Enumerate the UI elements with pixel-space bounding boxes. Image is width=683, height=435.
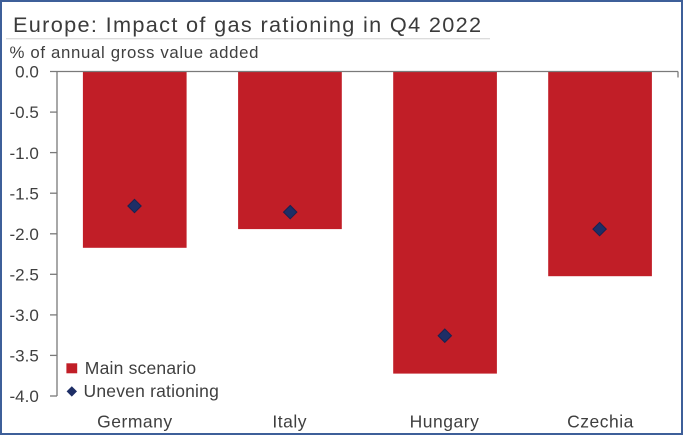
svg-text:Uneven rationing: Uneven rationing xyxy=(84,381,220,401)
svg-text:-1.5: -1.5 xyxy=(10,184,39,203)
svg-text:Main scenario: Main scenario xyxy=(85,358,197,378)
svg-text:-0.5: -0.5 xyxy=(10,103,39,122)
svg-text:-3.0: -3.0 xyxy=(10,306,39,325)
svg-text:Italy: Italy xyxy=(272,412,307,432)
svg-text:-1.0: -1.0 xyxy=(10,144,39,163)
svg-text:Europe: Impact of gas rationin: Europe: Impact of gas rationing in Q4 20… xyxy=(13,12,482,37)
svg-text:-3.5: -3.5 xyxy=(10,347,39,366)
svg-text:Germany: Germany xyxy=(97,412,172,432)
svg-text:Czechia: Czechia xyxy=(567,412,634,432)
svg-text:-4.0: -4.0 xyxy=(10,387,39,406)
svg-text:-2.0: -2.0 xyxy=(10,225,39,244)
svg-text:-2.5: -2.5 xyxy=(10,266,39,285)
svg-text:% of annual gross value added: % of annual gross value added xyxy=(10,43,260,62)
svg-text:0.0: 0.0 xyxy=(15,63,39,82)
svg-text:Hungary: Hungary xyxy=(410,412,480,432)
